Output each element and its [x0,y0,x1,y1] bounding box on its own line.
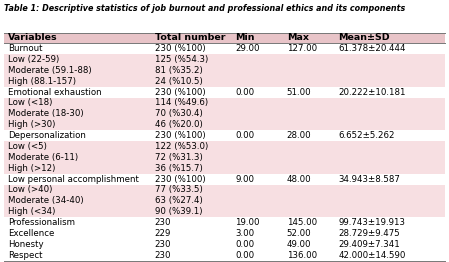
Text: 122 (%53.0): 122 (%53.0) [155,142,208,151]
Text: Table 1: Descriptive statistics of job burnout and professional ethics and its c: Table 1: Descriptive statistics of job b… [4,4,406,13]
Text: 0.00: 0.00 [235,251,255,260]
Text: Moderate (34-40): Moderate (34-40) [8,196,84,205]
Text: 90 (%39.1): 90 (%39.1) [155,207,202,216]
Text: 77 (%33.5): 77 (%33.5) [155,185,202,194]
Text: 52.00: 52.00 [287,229,312,238]
Text: Low (>40): Low (>40) [8,185,53,194]
Bar [4,65,445,76]
Text: Min: Min [235,34,255,42]
Text: 229: 229 [155,229,171,238]
Text: Emotional exhaustion: Emotional exhaustion [8,88,102,97]
Text: 19.00: 19.00 [235,218,260,227]
Bar [4,141,445,152]
Text: High (>30): High (>30) [8,120,56,129]
Bar [4,119,445,130]
Bar [4,54,445,65]
Bar [4,174,445,184]
Text: 230 (%100): 230 (%100) [155,131,205,140]
Text: 0.00: 0.00 [235,131,255,140]
Bar [4,108,445,119]
Bar [4,152,445,163]
Text: Variables: Variables [8,34,58,42]
Text: 9.00: 9.00 [235,174,255,184]
Text: 36 (%15.7): 36 (%15.7) [155,164,202,173]
Text: Max: Max [287,34,309,42]
Text: 136.00: 136.00 [287,251,317,260]
Text: 99.743±19.913: 99.743±19.913 [338,218,405,227]
Text: Low personal accomplishment: Low personal accomplishment [8,174,139,184]
Text: Respect: Respect [8,251,43,260]
Text: Moderate (6-11): Moderate (6-11) [8,153,78,162]
Text: 81 (%35.2): 81 (%35.2) [155,66,202,75]
Text: Moderate (18-30): Moderate (18-30) [8,109,84,118]
Text: 0.00: 0.00 [235,240,255,249]
Text: 0.00: 0.00 [235,88,255,97]
Text: 51.00: 51.00 [287,88,312,97]
Bar [4,239,445,250]
Bar [4,195,445,206]
Text: Honesty: Honesty [8,240,44,249]
Text: Professionalism: Professionalism [8,218,75,227]
Bar [4,43,445,54]
Text: 34.943±8.587: 34.943±8.587 [338,174,400,184]
Text: 230: 230 [155,251,171,260]
Text: Low (<5): Low (<5) [8,142,47,151]
Bar [4,33,445,43]
Text: Burnout: Burnout [8,44,43,53]
Text: Depersonalization: Depersonalization [8,131,86,140]
Text: 49.00: 49.00 [287,240,311,249]
Text: 3.00: 3.00 [235,229,255,238]
Text: 6.652±5.262: 6.652±5.262 [338,131,395,140]
Text: Low (<18): Low (<18) [8,99,53,107]
Text: High (<34): High (<34) [8,207,56,216]
Bar [4,130,445,141]
Text: Total number: Total number [155,34,225,42]
Bar [4,217,445,228]
Text: 29.00: 29.00 [235,44,260,53]
Text: 72 (%31.3): 72 (%31.3) [155,153,202,162]
Text: 24 (%10.5): 24 (%10.5) [155,77,202,86]
Text: Mean±SD: Mean±SD [338,34,390,42]
Bar [4,76,445,87]
Text: 114 (%49.6): 114 (%49.6) [155,99,208,107]
Text: Moderate (59.1-88): Moderate (59.1-88) [8,66,92,75]
Text: 48.00: 48.00 [287,174,312,184]
Text: 29.409±7.341: 29.409±7.341 [338,240,400,249]
Text: High (>12): High (>12) [8,164,56,173]
Text: 145.00: 145.00 [287,218,317,227]
Text: 28.729±9.475: 28.729±9.475 [338,229,400,238]
Text: 61.378±20.444: 61.378±20.444 [338,44,405,53]
Text: 230: 230 [155,218,171,227]
Bar [4,228,445,239]
Text: 230: 230 [155,240,171,249]
Bar [4,97,445,108]
Text: 28.00: 28.00 [287,131,312,140]
Text: 46 (%20.0): 46 (%20.0) [155,120,202,129]
Text: 127.00: 127.00 [287,44,317,53]
Text: 230 (%100): 230 (%100) [155,88,205,97]
Text: 63 (%27.4): 63 (%27.4) [155,196,202,205]
Bar [4,206,445,217]
Text: High (88.1-157): High (88.1-157) [8,77,76,86]
Text: 230 (%100): 230 (%100) [155,44,205,53]
Text: Excellence: Excellence [8,229,54,238]
Text: 42.000±14.590: 42.000±14.590 [338,251,405,260]
Bar [4,163,445,174]
Text: 230 (%100): 230 (%100) [155,174,205,184]
Text: 70 (%30.4): 70 (%30.4) [155,109,202,118]
Text: 125 (%54.3): 125 (%54.3) [155,55,208,64]
Text: 20.222±10.181: 20.222±10.181 [338,88,405,97]
Text: Low (22-59): Low (22-59) [8,55,59,64]
Bar [4,184,445,195]
Bar [4,87,445,97]
Bar [4,250,445,261]
